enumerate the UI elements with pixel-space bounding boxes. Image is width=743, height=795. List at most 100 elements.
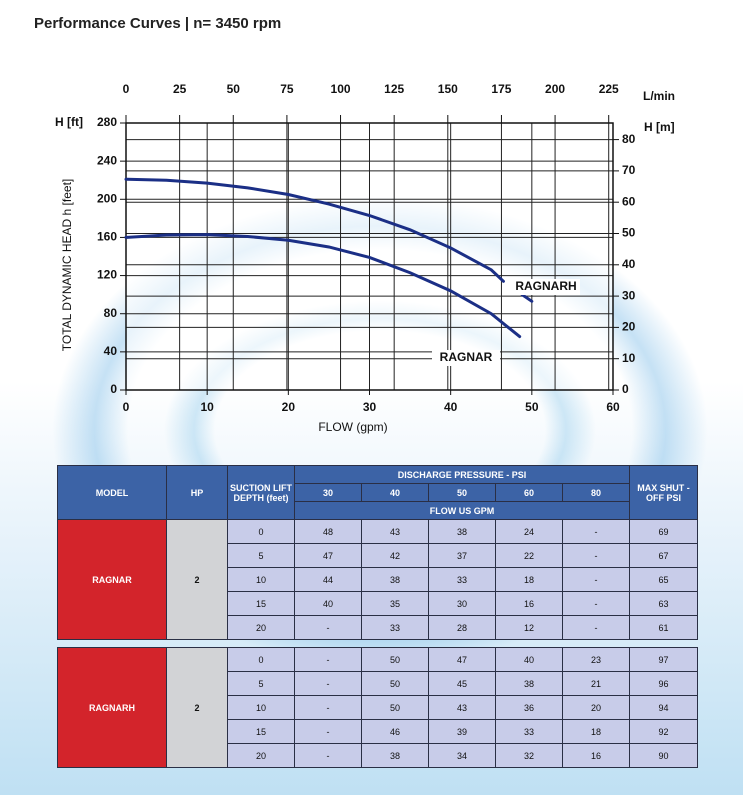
table-cell: 60 — [495, 483, 563, 502]
table-cell: 67 — [629, 543, 698, 568]
x2-tick-label: 75 — [280, 82, 294, 96]
table-cell: 94 — [629, 695, 698, 720]
table-cell: 10 — [227, 695, 295, 720]
table-cell: 2 — [166, 519, 228, 640]
table-cell: RAGNAR — [57, 519, 167, 640]
table-cell: 38 — [361, 567, 429, 592]
y2-tick-label: 30 — [622, 288, 636, 302]
table-cell: 0 — [227, 647, 295, 672]
table-row: 15-46 39 33 18 92 — [58, 719, 698, 744]
table-cell: 15 — [227, 719, 295, 744]
table-cell: 33 — [361, 615, 429, 640]
table-cell: 35 — [361, 591, 429, 616]
x-tick-label: 30 — [363, 400, 377, 414]
table-cell: 38 — [428, 519, 496, 544]
table-row: 20-38 34 32 16 90 — [58, 743, 698, 768]
y2-tick-label: 0 — [622, 382, 629, 396]
table-cell: 90 — [629, 743, 698, 768]
y-axis-label: TOTAL DYNAMIC HEAD h [feet] — [60, 179, 74, 352]
table-cell: - — [294, 743, 362, 768]
x2-tick-label: 175 — [491, 82, 511, 96]
table-cell: 97 — [629, 647, 698, 672]
table-cell: 23 — [562, 647, 630, 672]
y2-tick-label: 10 — [622, 351, 636, 365]
table-cell: 45 — [428, 671, 496, 696]
table-cell: 12 — [495, 615, 563, 640]
y-tick-label: 240 — [97, 153, 117, 167]
table-row: 30 40 50 60 80 — [58, 483, 698, 502]
table-cell: - — [562, 591, 630, 616]
table-row: 5 47 42 37 22-67 — [58, 543, 698, 568]
table-cell: 69 — [629, 519, 698, 544]
table-cell: 50 — [361, 647, 429, 672]
table-cell: 34 — [428, 743, 496, 768]
table-cell: 18 — [562, 719, 630, 744]
table-cell: 80 — [562, 483, 630, 502]
table-cell: 47 — [294, 543, 362, 568]
y2-tick-label: 40 — [622, 257, 636, 271]
table-cell: 65 — [629, 567, 698, 592]
table-cell: 40 — [495, 647, 563, 672]
table-cell: 5 — [227, 671, 295, 696]
table-cell: 63 — [629, 591, 698, 616]
table-cell: 20 — [562, 695, 630, 720]
table-cell: - — [294, 615, 362, 640]
table-row: RAGNARH 2 0-50 47 40 23 97 — [57, 647, 698, 768]
table-cell: 46 — [361, 719, 429, 744]
table-cell: 43 — [361, 519, 429, 544]
table-cell: 15 — [227, 591, 295, 616]
x2-tick-label: 200 — [545, 82, 565, 96]
table-cell: 36 — [495, 695, 563, 720]
y2-tick-label: 50 — [622, 226, 636, 240]
page-title: Performance Curves | n= 3450 rpm — [34, 15, 282, 32]
table-cell: 48 — [294, 519, 362, 544]
table-cell: 61 — [629, 615, 698, 640]
table-cell: 39 — [428, 719, 496, 744]
y-tick-label: 280 — [97, 115, 117, 129]
y2-tick-label: 80 — [622, 132, 636, 146]
table-cell: - — [562, 615, 630, 640]
y-unit: H [ft] — [55, 115, 83, 129]
table-cell: - — [562, 567, 630, 592]
x-tick-label: 50 — [525, 400, 539, 414]
curve-label: RAGNAR — [440, 350, 493, 364]
curve — [124, 177, 505, 283]
table-cell: 0 — [227, 519, 295, 544]
y-tick-label: 80 — [104, 306, 118, 320]
table-cell: 16 — [562, 743, 630, 768]
y2-tick-label: 20 — [622, 320, 636, 334]
x-tick-label: 60 — [606, 400, 620, 414]
table-cell: 40 — [294, 591, 362, 616]
table-cell: - — [294, 647, 362, 672]
y-tick-label: 120 — [97, 268, 117, 282]
table-cell: - — [294, 671, 362, 696]
x-tick-label: 40 — [444, 400, 458, 414]
table-cell: 24 — [495, 519, 563, 544]
table-cell: - — [294, 695, 362, 720]
table-cell: 38 — [361, 743, 429, 768]
table-cell: 42 — [361, 543, 429, 568]
x2-tick-label: 25 — [173, 82, 187, 96]
table-row — [58, 640, 698, 648]
table-cell: 38 — [495, 671, 563, 696]
table-cell: 5 — [227, 543, 295, 568]
table-row: 5-50 45 38 21 96 — [58, 671, 698, 696]
table-cell: MODEL — [57, 465, 167, 520]
table-cell: HP — [166, 465, 228, 520]
table-cell: 33 — [428, 567, 496, 592]
table-cell: SUCTION LIFT DEPTH (feet) — [227, 465, 295, 520]
curve-label-bg — [512, 279, 580, 295]
table-cell: 32 — [495, 743, 563, 768]
y-tick-label: 0 — [110, 382, 117, 396]
table-cell: DISCHARGE PRESSURE - PSI — [294, 465, 630, 484]
table-cell — [58, 640, 698, 648]
table-cell: 30 — [428, 591, 496, 616]
table-cell: 50 — [428, 483, 496, 502]
table-cell: 43 — [428, 695, 496, 720]
x-tick-label: 10 — [200, 400, 214, 414]
y2-tick-label: 60 — [622, 194, 636, 208]
table-cell: FLOW US GPM — [294, 501, 630, 520]
table-cell: 20 — [227, 615, 295, 640]
spec-table: MODEL HP SUCTION LIFT DEPTH (feet) DISCHARG… — [57, 465, 698, 768]
table-cell: RAGNARH — [57, 647, 167, 768]
